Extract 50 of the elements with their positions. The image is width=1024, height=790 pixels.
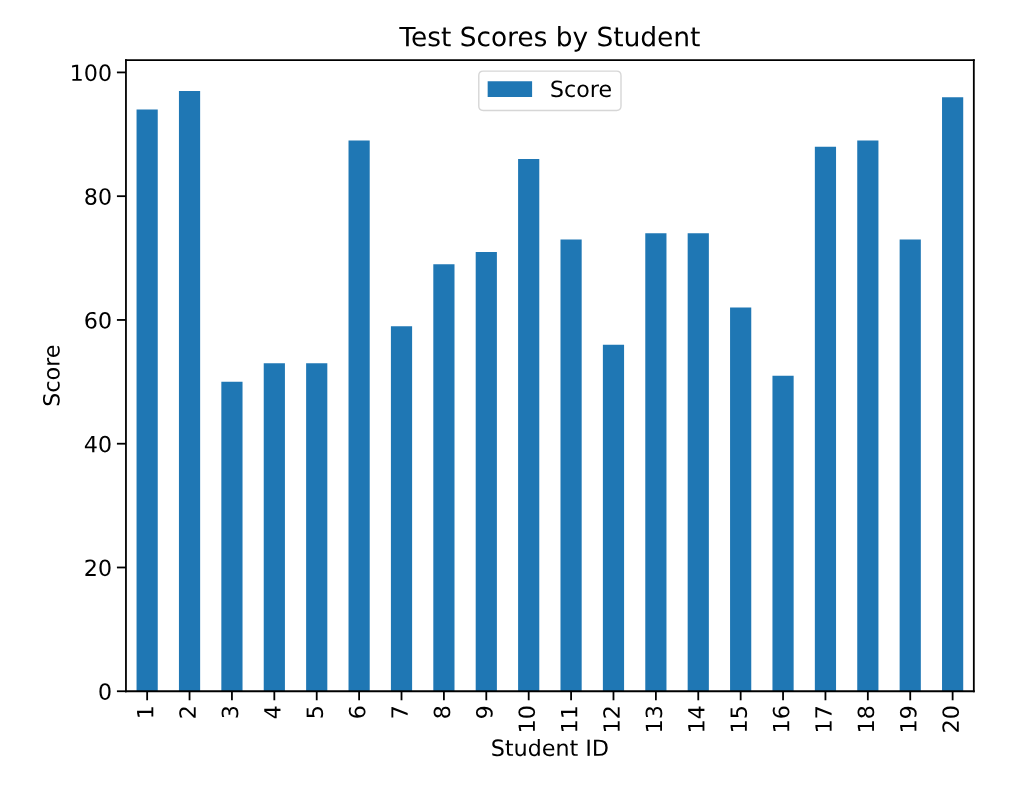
x-tick-label: 19 (899, 706, 917, 731)
bar (645, 233, 667, 692)
x-tick-label: 15 (730, 707, 748, 731)
y-axis-title: Score (42, 345, 60, 406)
x-tick-label: 20 (942, 706, 960, 732)
bar (221, 381, 243, 692)
bar (772, 375, 794, 692)
bar (475, 251, 497, 692)
bar (730, 307, 752, 692)
chart-title: Test Scores by Student (399, 26, 700, 52)
x-tick-label: 17 (815, 707, 832, 731)
x-tick-label: 6 (348, 706, 366, 718)
y-tick-label: 0 (99, 683, 111, 701)
y-tick-label: 100 (72, 64, 111, 82)
bar (857, 140, 879, 692)
x-tick-label: 16 (772, 706, 790, 731)
x-tick-label: 10 (518, 706, 536, 731)
x-tick-label: 11 (561, 707, 578, 731)
x-tick-label: 2 (179, 707, 196, 718)
x-tick-label: 13 (645, 706, 663, 731)
x-tick-label: 7 (391, 707, 408, 718)
legend-label: Score (551, 80, 611, 98)
bar (178, 90, 201, 692)
bar (348, 140, 370, 692)
bar (306, 363, 328, 692)
bar (602, 344, 625, 692)
x-tick-label: 14 (688, 706, 705, 731)
x-tick-label: 4 (264, 706, 281, 719)
bar (263, 363, 285, 692)
y-tick-label: 20 (85, 559, 111, 577)
bar (136, 109, 158, 692)
bar (518, 159, 540, 692)
y-tick-label: 80 (85, 188, 111, 205)
bar (390, 326, 413, 692)
x-tick-label: 3 (221, 706, 239, 718)
bar (687, 233, 709, 692)
y-tick-label: 40 (84, 435, 111, 453)
bar (433, 264, 455, 692)
y-tick-label: 60 (85, 311, 111, 329)
x-tick-label: 5 (306, 707, 324, 718)
x-tick-label: 8 (433, 706, 451, 718)
x-axis-title: Student ID (492, 738, 608, 757)
x-tick-label: 1 (137, 707, 154, 717)
bar (899, 239, 921, 692)
bar (814, 146, 837, 692)
bar (942, 97, 964, 692)
x-tick-label: 9 (475, 706, 493, 718)
bar (560, 239, 582, 692)
x-tick-label: 18 (857, 706, 875, 731)
x-tick-label: 12 (603, 707, 620, 731)
